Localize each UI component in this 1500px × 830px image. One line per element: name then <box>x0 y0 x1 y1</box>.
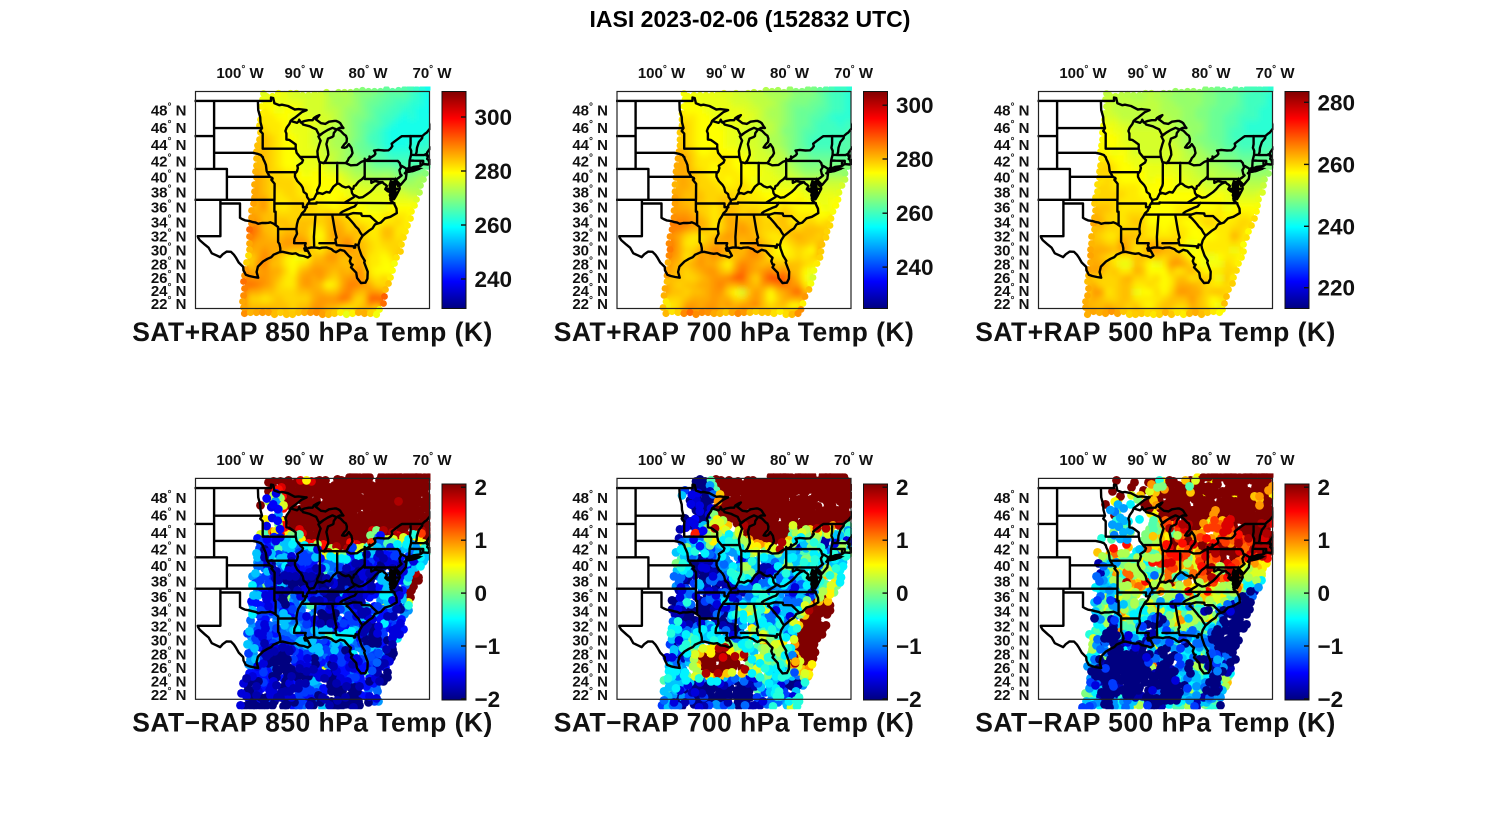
svg-text:SAT−RAP 850 hPa Temp (K): SAT−RAP 850 hPa Temp (K) <box>132 708 493 738</box>
svg-text:90° W: 90° W <box>284 64 324 82</box>
svg-text:SAT+RAP 500 hPa Temp (K): SAT+RAP 500 hPa Temp (K) <box>975 317 1336 347</box>
svg-text:−1: −1 <box>475 634 501 659</box>
svg-text:100° W: 100° W <box>638 451 686 469</box>
svg-text:SAT−RAP 700 hPa Temp (K): SAT−RAP 700 hPa Temp (K) <box>554 708 915 738</box>
svg-text:240: 240 <box>1318 214 1356 239</box>
svg-text:SAT+RAP 850 hPa Temp (K): SAT+RAP 850 hPa Temp (K) <box>132 317 493 347</box>
svg-text:70° W: 70° W <box>412 64 452 82</box>
svg-text:280: 280 <box>1318 90 1356 115</box>
svg-text:100° W: 100° W <box>216 64 264 82</box>
svg-text:240: 240 <box>896 255 934 280</box>
svg-text:80° W: 80° W <box>348 64 388 82</box>
svg-text:100° W: 100° W <box>1059 64 1107 82</box>
svg-text:260: 260 <box>1318 152 1356 177</box>
svg-text:80° W: 80° W <box>770 64 810 82</box>
svg-text:90° W: 90° W <box>1127 64 1167 82</box>
svg-text:280: 280 <box>896 147 934 172</box>
svg-text:260: 260 <box>896 201 934 226</box>
svg-text:100° W: 100° W <box>216 451 264 469</box>
svg-text:300: 300 <box>475 105 513 130</box>
svg-text:90° W: 90° W <box>706 64 746 82</box>
svg-text:80° W: 80° W <box>770 451 810 469</box>
svg-text:1: 1 <box>475 528 488 553</box>
svg-text:300: 300 <box>896 93 934 118</box>
svg-text:0: 0 <box>896 581 909 606</box>
svg-text:70° W: 70° W <box>1255 64 1295 82</box>
svg-text:260: 260 <box>475 213 513 238</box>
svg-text:90° W: 90° W <box>706 451 746 469</box>
svg-text:SAT+RAP 700 hPa Temp (K): SAT+RAP 700 hPa Temp (K) <box>554 317 915 347</box>
svg-text:80° W: 80° W <box>1191 64 1231 82</box>
svg-text:100° W: 100° W <box>638 64 686 82</box>
svg-text:0: 0 <box>475 581 488 606</box>
svg-text:IASI 2023-02-06 (152832 UTC): IASI 2023-02-06 (152832 UTC) <box>590 6 911 32</box>
svg-text:220: 220 <box>1318 276 1356 301</box>
svg-text:240: 240 <box>475 267 513 292</box>
svg-text:2: 2 <box>896 475 909 500</box>
svg-text:1: 1 <box>896 528 909 553</box>
svg-text:90° W: 90° W <box>284 451 324 469</box>
svg-text:80° W: 80° W <box>348 451 388 469</box>
svg-text:70° W: 70° W <box>834 64 874 82</box>
svg-text:2: 2 <box>475 475 488 500</box>
svg-text:280: 280 <box>475 159 513 184</box>
svg-text:70° W: 70° W <box>834 451 874 469</box>
svg-text:−1: −1 <box>896 634 922 659</box>
svg-text:70° W: 70° W <box>412 451 452 469</box>
